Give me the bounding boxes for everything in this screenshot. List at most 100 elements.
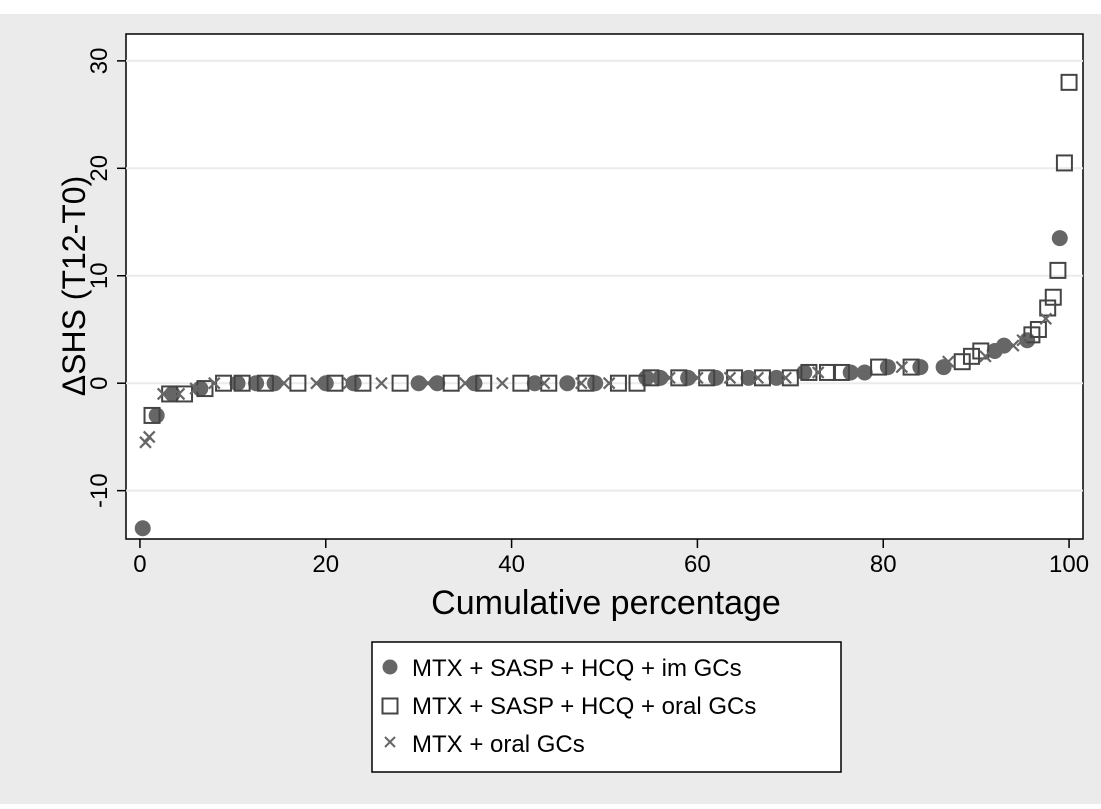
data-point-mtx-oral — [574, 376, 588, 390]
data-point-mtx-oral — [189, 382, 202, 395]
data-point-oral-gcs — [540, 374, 558, 392]
data-point-oral-gcs — [609, 374, 627, 392]
data-point-oral-gcs — [256, 374, 274, 392]
data-point-mtx-oral — [375, 376, 388, 390]
legend: MTX + SASP + HCQ + im GCs MTX + SASP + H… — [371, 641, 842, 773]
data-point-im-gcs — [248, 375, 265, 392]
data-point-oral-gcs — [233, 374, 251, 392]
data-point-im-gcs — [638, 369, 655, 386]
data-point-mtx-oral — [602, 376, 616, 390]
data-point-mtx-oral — [979, 350, 992, 363]
legend-marker-hollow-square — [381, 697, 399, 715]
legend-marker-filled-circle — [382, 659, 398, 675]
data-point-im-gcs — [559, 375, 576, 392]
data-point-mtx-oral — [853, 366, 867, 379]
data-point-oral-gcs — [670, 369, 688, 387]
data-point-oral-gcs — [196, 380, 214, 398]
data-point-oral-gcs — [781, 369, 799, 387]
data-point-im-gcs — [266, 375, 283, 392]
data-point-oral-gcs — [326, 374, 344, 392]
x-tick-label: 80 — [870, 551, 897, 578]
data-point-im-gcs — [317, 375, 334, 392]
data-point-im-gcs — [345, 375, 362, 392]
data-point-mtx-oral — [207, 376, 221, 390]
data-point-oral-gcs — [818, 363, 836, 381]
axis-layer: -10 0 10 20 30 0 20 40 60 80 100 — [86, 48, 1089, 578]
data-point-oral-gcs — [870, 358, 888, 376]
legend-marker-x — [384, 736, 396, 748]
data-point-mtx-oral — [458, 376, 472, 390]
y-tick-label: 0 — [86, 377, 113, 390]
data-point-oral-gcs — [753, 369, 771, 387]
x-tick-label: 0 — [133, 551, 146, 578]
data-point-im-gcs — [652, 369, 669, 386]
data-point-im-gcs — [1051, 230, 1068, 247]
y-axis-label: ΔSHS (T12-T0) — [56, 176, 92, 397]
data-point-im-gcs — [410, 375, 427, 392]
data-point-im-gcs — [912, 359, 929, 376]
data-point-im-gcs — [680, 369, 697, 386]
data-point-oral-gcs — [642, 369, 660, 387]
data-point-im-gcs — [229, 375, 246, 392]
data-point-oral-gcs — [512, 374, 530, 392]
data-point-mtx-oral — [421, 376, 435, 390]
y-tick-label: 10 — [86, 262, 113, 289]
data-point-mtx-oral — [811, 366, 825, 379]
data-point-oral-gcs — [1060, 73, 1078, 91]
data-point-mtx-oral — [663, 371, 676, 385]
data-point-mtx-oral — [751, 371, 765, 385]
data-point-oral-gcs — [698, 369, 716, 387]
data-point-mtx-oral — [895, 360, 909, 374]
x-tick-label: 60 — [684, 551, 711, 578]
data-point-im-gcs — [842, 364, 859, 381]
data-point-im-gcs — [879, 359, 896, 376]
legend-box — [371, 641, 842, 773]
y-tick-label: 30 — [86, 48, 113, 75]
data-point-oral-gcs — [1029, 320, 1047, 338]
data-point-oral-gcs — [726, 369, 744, 387]
data-point-mtx-oral — [342, 376, 356, 390]
data-point-oral-gcs — [391, 374, 409, 392]
data-point-mtx-oral — [172, 387, 186, 401]
data-point-oral-gcs — [475, 374, 493, 392]
y-tick-label: 20 — [86, 155, 113, 182]
x-tick-label: 40 — [498, 551, 525, 578]
data-point-mtx-oral — [496, 376, 509, 390]
data-point-im-gcs — [466, 375, 483, 392]
data-point-oral-gcs — [963, 347, 981, 365]
data-point-mtx-oral — [277, 376, 291, 390]
data-point-mtx-oral — [139, 436, 152, 449]
data-point-mtx-oral — [1016, 333, 1029, 347]
data-point-oral-gcs — [176, 385, 194, 403]
data-point-oral-gcs — [1055, 154, 1073, 172]
data-point-oral-gcs — [354, 374, 372, 392]
data-point-mtx-oral — [310, 376, 323, 390]
data-point-oral-gcs — [215, 374, 233, 392]
data-point-oral-gcs — [800, 363, 818, 381]
data-point-oral-gcs — [1049, 261, 1067, 279]
data-point-oral-gcs — [628, 374, 646, 392]
plot-area — [125, 33, 1084, 540]
x-tick-label: 20 — [312, 551, 339, 578]
data-point-oral-gcs — [143, 406, 161, 424]
data-point-oral-gcs — [972, 342, 990, 360]
data-point-im-gcs — [707, 369, 724, 386]
legend-label-oral-gcs: MTX + SASP + HCQ + oral GCs — [412, 693, 756, 720]
x-axis-label: Cumulative percentage — [431, 584, 781, 622]
data-point-oral-gcs — [953, 353, 971, 371]
data-point-mtx-oral — [156, 387, 170, 401]
data-point-oral-gcs — [1044, 288, 1062, 306]
data-point-oral-gcs — [832, 363, 850, 381]
data-point-im-gcs — [148, 407, 165, 424]
data-point-im-gcs — [856, 364, 873, 381]
marker-layer — [134, 73, 1078, 537]
data-point-oral-gcs — [289, 374, 307, 392]
data-point-oral-gcs — [577, 374, 595, 392]
data-point-im-gcs — [134, 520, 151, 537]
data-point-oral-gcs — [902, 358, 920, 376]
data-point-mtx-oral — [723, 371, 737, 385]
data-point-mtx-oral — [1007, 339, 1020, 352]
data-point-im-gcs — [192, 380, 209, 397]
